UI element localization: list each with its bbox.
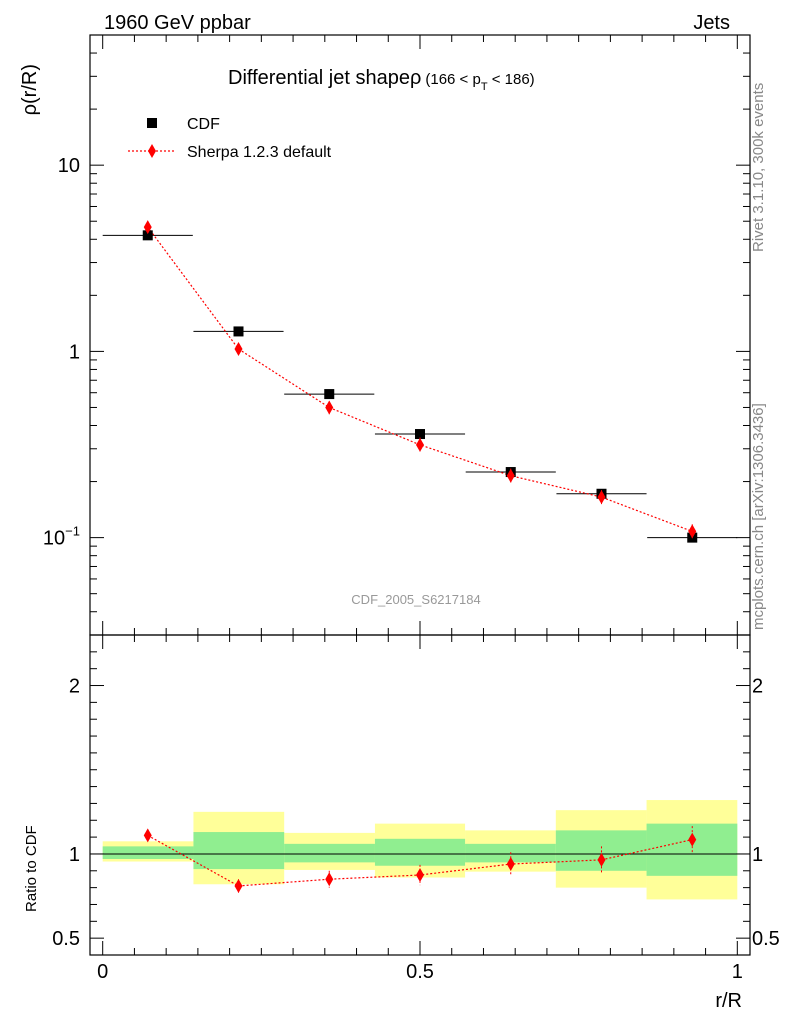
ratio-sherpa-point xyxy=(325,872,334,887)
ratio-y-tick-label: 1 xyxy=(69,844,80,866)
source-label: mcplots.cern.ch [arXiv:1306.3436] xyxy=(750,403,767,630)
legend: CDF Sherpa 1.2.3 default xyxy=(128,116,332,161)
sherpa-point xyxy=(143,220,152,235)
main-title: Differential jet shapeρ (166 < pT < 186) xyxy=(228,67,535,93)
ratio-panel: 0.5 0.5 1 1 2 2 0 0.5 1 Ratio to CDF r/R xyxy=(23,634,780,1012)
main-y-label: ρ(r/R) xyxy=(19,64,41,115)
sherpa-point xyxy=(234,342,243,357)
sherpa-point xyxy=(506,468,515,483)
green-band xyxy=(102,846,194,859)
cdf-point xyxy=(415,429,425,440)
ratio-y-tick-label: 2 xyxy=(69,676,80,698)
x-tick-label: 0.5 xyxy=(406,961,434,983)
ratio-sherpa-point xyxy=(506,857,515,872)
ratio-y-tick-label-right: 0.5 xyxy=(752,928,780,950)
analysis-watermark: CDF_2005_S6217184 xyxy=(351,592,480,607)
main-y-tick-label: 1 xyxy=(69,341,80,363)
sherpa-line xyxy=(147,226,693,532)
ratio-sherpa-point xyxy=(234,878,243,893)
ratio-sherpa-point xyxy=(143,828,152,843)
title-range-sub: T xyxy=(481,81,488,93)
main-y-tick-label: 10 xyxy=(58,155,80,177)
main-y-tick-label: 10−1 xyxy=(43,524,80,550)
ratio-sherpa-point xyxy=(416,868,424,882)
legend-sherpa-marker xyxy=(148,144,156,158)
x-tick-label: 1 xyxy=(732,961,743,983)
legend-cdf-marker xyxy=(147,118,157,128)
legend-sherpa-label: Sherpa 1.2.3 default xyxy=(187,144,332,161)
ratio-sherpa-point xyxy=(597,852,606,867)
green-band xyxy=(193,832,285,870)
main-content xyxy=(102,220,738,543)
category-label: Jets xyxy=(693,12,730,34)
sherpa-point xyxy=(325,400,334,415)
title-main: Differential jet shape xyxy=(228,67,410,89)
green-band xyxy=(284,843,375,863)
title-range-suffix: < 186) xyxy=(488,71,535,88)
main-ticks: 10 1 10−1 xyxy=(43,34,750,636)
ratio-y-tick-label-right: 1 xyxy=(752,844,763,866)
ratio-content xyxy=(90,800,750,900)
ratio-frame xyxy=(89,634,751,956)
sherpa-point xyxy=(688,524,697,539)
cdf-point xyxy=(324,389,335,400)
cdf-point xyxy=(142,230,153,241)
ratio-sherpa-point xyxy=(688,832,697,847)
cdf-point xyxy=(233,326,244,337)
green-band xyxy=(646,823,738,876)
ratio-y-tick-label: 0.5 xyxy=(52,928,80,950)
legend-cdf-label: CDF xyxy=(187,116,220,133)
title-range-prefix: (166 < p xyxy=(425,71,480,88)
rivet-label: Rivet 3.1.10, 300k events xyxy=(750,83,767,252)
x-axis-label: r/R xyxy=(715,990,742,1012)
ratio-ticks: 0.5 0.5 1 1 2 2 0 0.5 1 xyxy=(52,635,780,983)
x-tick-label: 0 xyxy=(97,961,108,983)
ratio-y-tick-label-right: 2 xyxy=(752,676,763,698)
energy-label: 1960 GeV ppbar xyxy=(104,12,251,34)
ratio-y-label: Ratio to CDF xyxy=(23,825,40,912)
sherpa-point xyxy=(416,437,424,452)
main-panel: 10 1 10−1 ρ(r/R) Differential jet shapeρ (1… xyxy=(19,34,751,636)
green-band xyxy=(374,838,466,866)
title-rho: ρ xyxy=(410,67,421,89)
sherpa-point xyxy=(597,490,606,505)
